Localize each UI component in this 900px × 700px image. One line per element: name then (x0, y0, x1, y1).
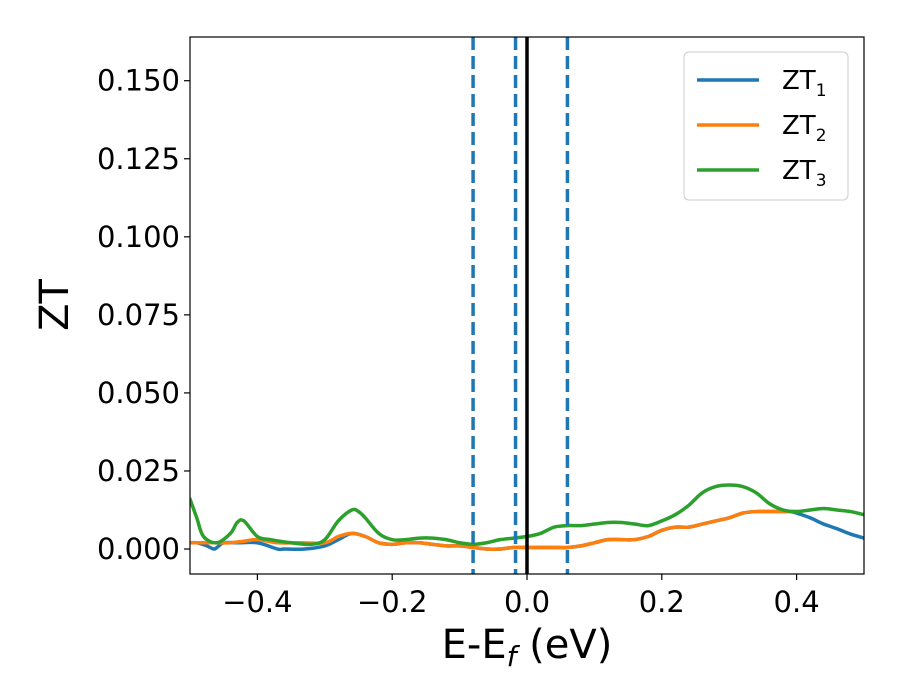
vline-layer (471, 37, 570, 574)
series-line-zt3 (190, 483, 864, 547)
x-tick-label: 0.0 (504, 585, 550, 619)
x-axis-ticks: −0.4 −0.2 0.0 0.2 0.4 (222, 574, 820, 619)
y-tick-label: 0.000 (97, 532, 180, 566)
x-tick-label: 0.2 (639, 585, 685, 619)
plot-area (189, 36, 865, 575)
y-tick-label: 0.075 (97, 298, 180, 332)
legend-label-zt1: ZT1 (782, 66, 827, 101)
y-tick-label: 0.050 (97, 376, 180, 410)
x-axis-title: E-Ef (eV) (442, 622, 613, 673)
y-tick-label: 0.025 (97, 454, 180, 488)
y-axis-title: ZT (32, 279, 78, 331)
y-tick-label: 0.125 (97, 142, 180, 176)
x-tick-label: 0.4 (774, 585, 820, 619)
x-tick-label: −0.4 (222, 585, 292, 619)
y-tick-label: 0.100 (97, 220, 180, 254)
legend-items: ZT1 ZT2 ZT3 (697, 66, 827, 191)
x-tick-label: −0.2 (357, 585, 427, 619)
y-tick-label: 0.150 (97, 64, 180, 98)
legend-box (683, 51, 849, 201)
legend: ZT1 ZT2 ZT3 (683, 51, 849, 201)
legend-label-zt3: ZT3 (782, 156, 827, 191)
series-line-zt2 (190, 509, 799, 551)
legend-label-zt2: ZT2 (782, 111, 827, 146)
y-axis-ticks: 0.000 0.025 0.050 0.075 0.100 0.125 0.150 (97, 64, 190, 566)
